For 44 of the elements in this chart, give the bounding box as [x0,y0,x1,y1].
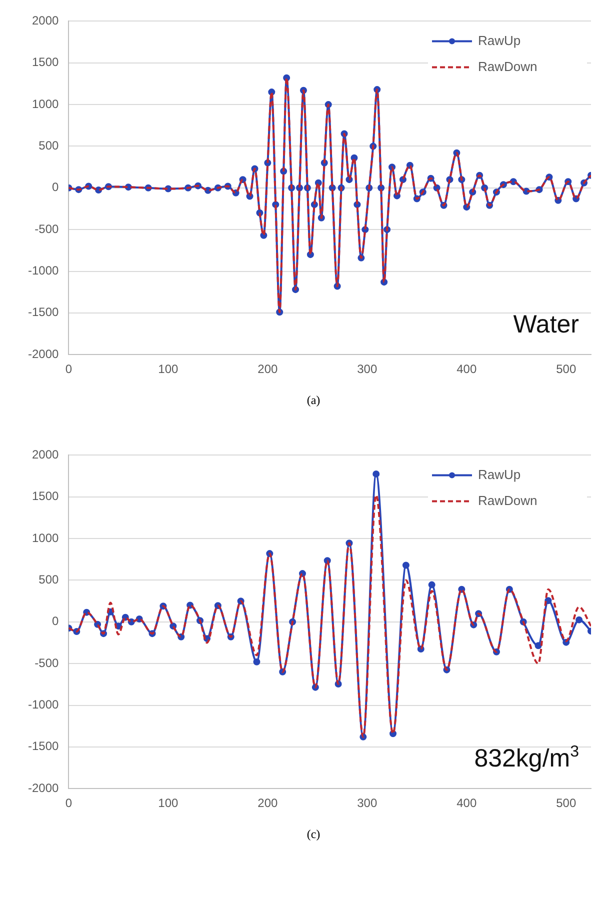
y-tick-label: 2000 [32,448,60,462]
legend-label: RawUp [478,466,521,482]
x-tick-label: 300 [357,796,378,810]
x-tick-label: 0 [65,796,72,810]
y-tick-label: 2000 [32,14,60,28]
annotation: Water [513,310,580,339]
x-tick-label: 300 [357,362,378,376]
point [372,470,380,478]
legend-label: RawUp [478,32,521,48]
y-tick-label: 1000 [32,530,60,545]
x-tick-label: 0 [65,362,72,376]
legend-label: RawDown [478,58,538,74]
y-tick-label: 1000 [32,96,60,111]
point [534,642,542,650]
y-tick-label: 0 [52,614,60,628]
y-tick-label: -1500 [28,739,60,754]
y-tick-label: -2000 [28,780,60,795]
y-tick-label: -1000 [28,264,60,278]
x-tick-label: 200 [258,796,278,810]
x-tick-label: 200 [258,362,278,376]
point [576,616,583,624]
y-tick-label: -500 [34,656,60,670]
y-tick-label: 1500 [32,55,60,70]
x-tick-label: 500 [556,796,576,810]
x-tick-label: 500 [556,362,576,376]
point [428,581,436,588]
legend-label: RawDown [478,492,538,508]
x-tick-label: 400 [456,796,477,810]
text: (c) [306,827,322,842]
y-tick-label: 1500 [32,489,60,504]
y-tick-label: 500 [38,138,60,153]
x-tick-label: 400 [456,362,477,376]
y-tick-label: -1500 [28,305,60,320]
point [544,597,552,604]
point [402,562,410,569]
x-tick-label: 100 [158,796,179,810]
y-tick-label: -500 [34,222,60,236]
x-tick-label: 100 [158,362,179,376]
y-tick-label: 500 [38,572,60,587]
text: (a) [306,393,322,408]
point [253,658,260,666]
y-tick-label: -2000 [28,346,60,361]
y-tick-label: 0 [52,180,60,194]
y-tick-label: -1000 [28,698,60,712]
